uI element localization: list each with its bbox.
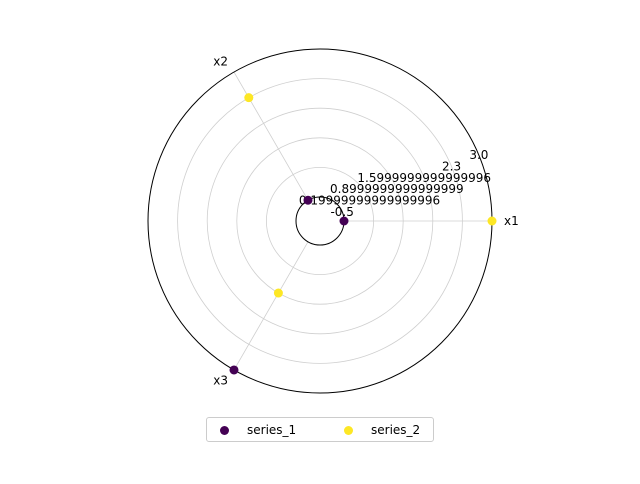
- radial-tick-label: 0.8999999999999999: [330, 182, 464, 196]
- legend-item-series-2: series_2: [344, 422, 420, 438]
- radial-tick-label: 0.19999999999999996: [299, 193, 440, 207]
- axis-label-x3: x3: [213, 373, 228, 387]
- axis-label-x2: x2: [213, 55, 228, 69]
- data-point-layer: [229, 93, 497, 375]
- angular-gridline: [233, 71, 309, 201]
- radial-tick-label: 3.0: [469, 148, 488, 162]
- data-point-series_1-x1: [339, 216, 349, 226]
- tick-label-layer: x1 x2 x3 -0.50.199999999999999960.899999999…: [213, 55, 519, 388]
- legend-label-series-1: series_1: [247, 423, 297, 437]
- grid-layer: [177, 71, 492, 371]
- radial-tick-label: 1.5999999999999996: [357, 171, 491, 185]
- legend: series_1 series_2: [206, 417, 434, 442]
- legend-marker-series-1: [220, 425, 229, 435]
- data-point-series_2-x3: [273, 288, 283, 298]
- radial-tick-label: 2.3: [442, 160, 461, 174]
- legend-marker-series-2: [344, 425, 353, 435]
- data-point-series_2-x1: [487, 216, 497, 226]
- angular-gridline: [233, 241, 309, 371]
- data-point-series_1-x2: [303, 195, 313, 205]
- data-point-series_2-x2: [244, 93, 254, 103]
- data-point-series_1-x3: [229, 365, 239, 375]
- radial-tick-label: -0.5: [330, 205, 353, 219]
- legend-label-series-2: series_2: [371, 423, 421, 437]
- legend-item-series-1: series_1: [220, 422, 296, 438]
- axis-label-x1: x1: [504, 214, 519, 228]
